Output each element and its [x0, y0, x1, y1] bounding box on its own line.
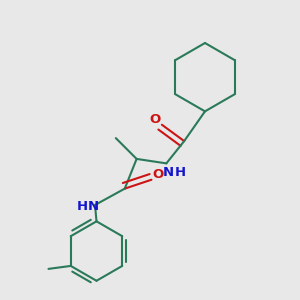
Text: O: O [152, 168, 164, 181]
Text: H: H [175, 167, 186, 179]
Text: N: N [88, 200, 99, 213]
Text: H: H [77, 200, 88, 213]
Text: O: O [150, 113, 161, 126]
Text: N: N [162, 167, 173, 179]
